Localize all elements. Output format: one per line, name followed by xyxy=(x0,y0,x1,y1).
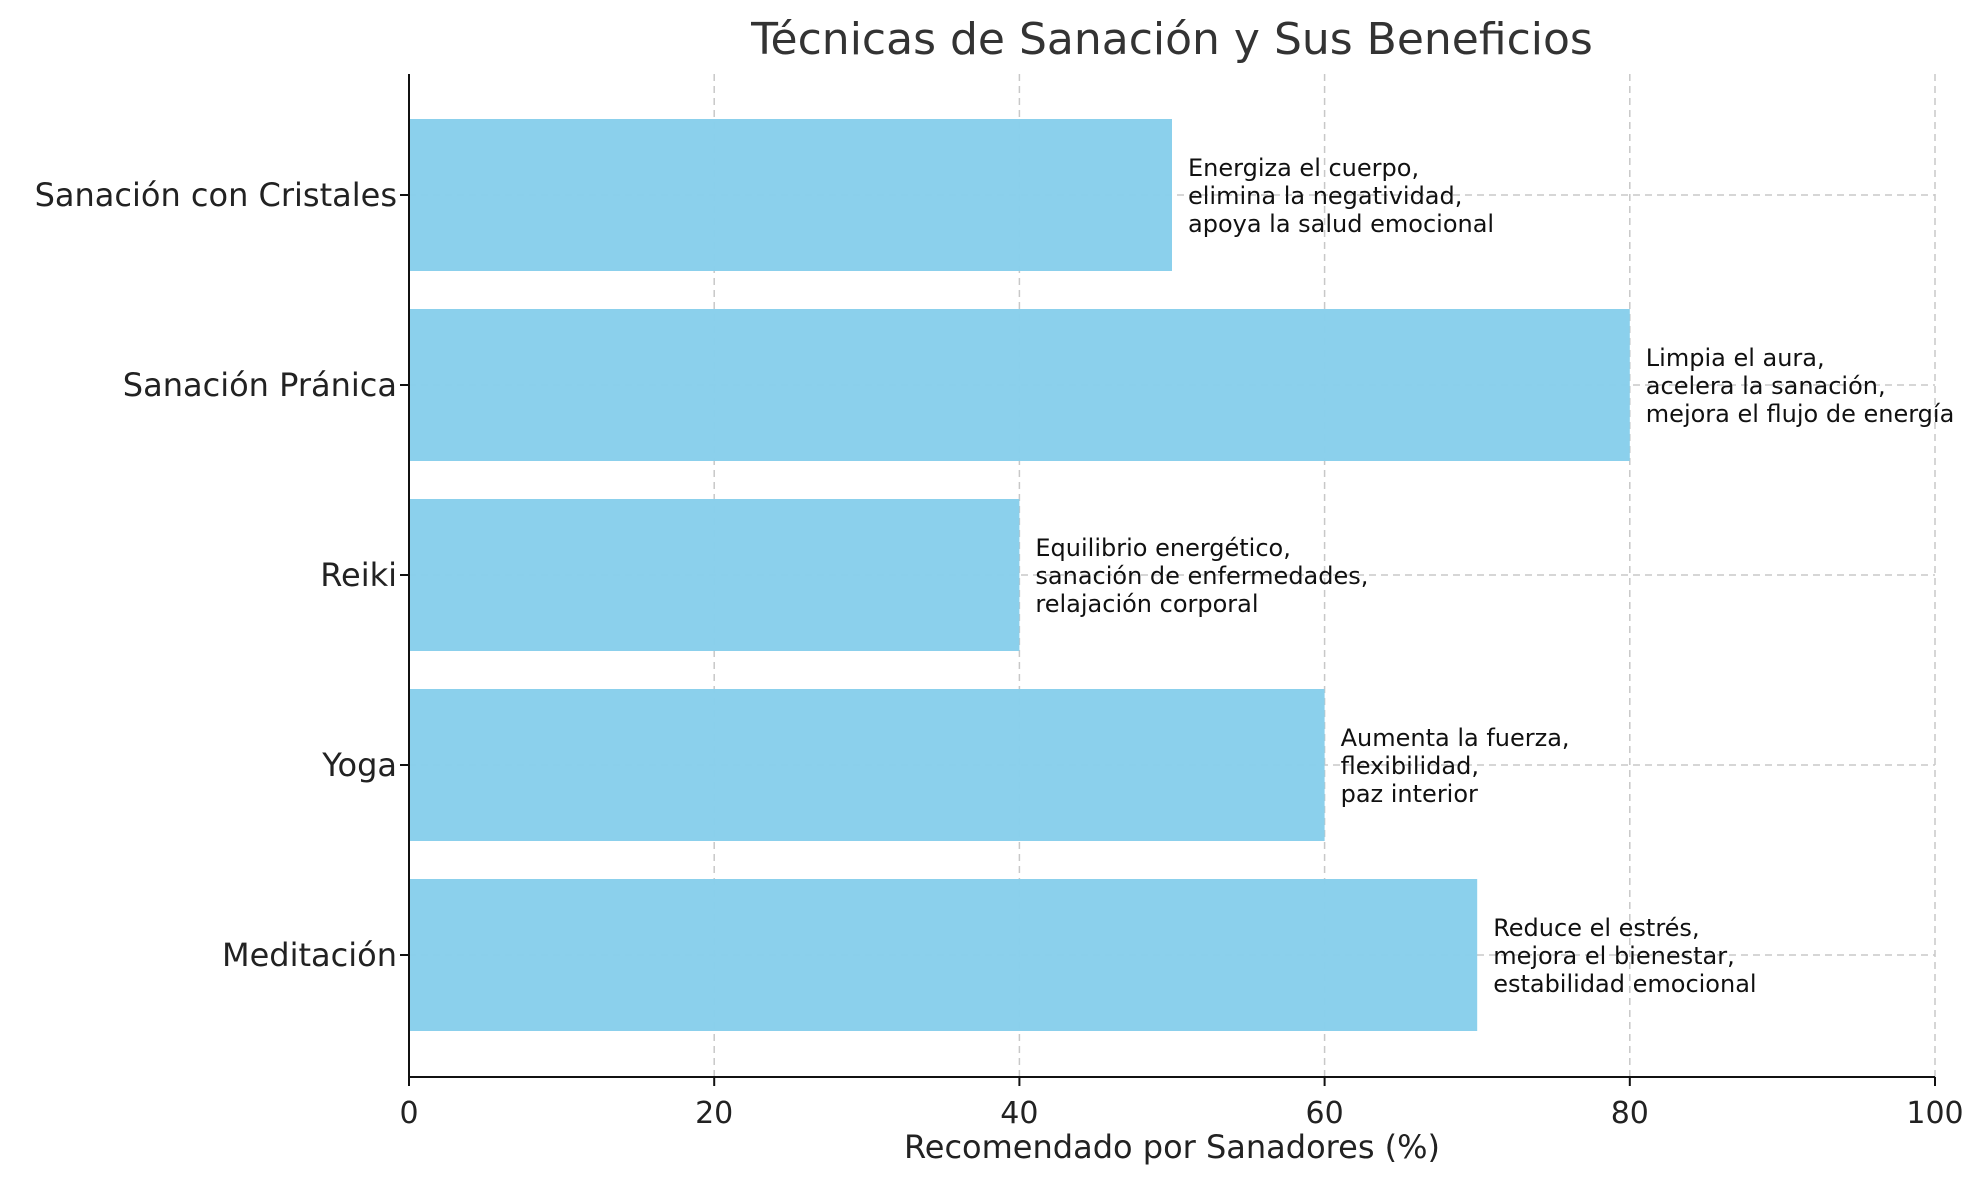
x-tick-label: 80 xyxy=(1611,1096,1649,1131)
axis-layer: 0 20 40 60 80 100 Meditación Yoga Reiki Sanación … xyxy=(35,74,1964,1131)
annotation-layer: Reduce el estrés, mejora el bienestar, est… xyxy=(1035,154,1954,998)
annotation-line: apoya la salud emocional xyxy=(1188,210,1494,238)
bar-annotation: Limpia el aura, acelera la sanación, mejor… xyxy=(1646,344,1955,428)
annotation-line: elimina la negatividad, xyxy=(1188,182,1462,210)
category-label: Sanación Pránica xyxy=(123,366,397,404)
bar-annotation: Aumenta la fuerza, flexibilidad, paz inter… xyxy=(1341,724,1570,808)
category-label: Yoga xyxy=(321,746,397,784)
annotation-line: mejora el bienestar, xyxy=(1493,942,1735,970)
category-label: Meditación xyxy=(222,936,397,974)
x-tick-label: 100 xyxy=(1906,1096,1963,1131)
bar-annotation: Energiza el cuerpo, elimina la negativida… xyxy=(1188,154,1494,238)
annotation-line: Reduce el estrés, xyxy=(1493,914,1699,942)
x-tick-label: 60 xyxy=(1306,1096,1344,1131)
x-axis-label: Recomendado por Sanadores (%) xyxy=(904,1128,1440,1166)
annotation-line: sanación de enfermedades, xyxy=(1035,562,1368,590)
annotation-line: estabilidad emocional xyxy=(1493,970,1756,998)
bar xyxy=(409,879,1478,1031)
chart-title: Técnicas de Sanación y Sus Beneficios xyxy=(750,14,1593,65)
annotation-line: flexibilidad, xyxy=(1341,752,1479,780)
annotation-line: Limpia el aura, xyxy=(1646,344,1825,372)
x-tick-label: 0 xyxy=(399,1096,418,1131)
category-label: Reiki xyxy=(320,556,397,594)
annotation-line: relajación corporal xyxy=(1035,590,1258,618)
bar xyxy=(409,689,1325,841)
x-tick-label: 40 xyxy=(1000,1096,1038,1131)
bar-layer xyxy=(409,119,1630,1031)
annotation-line: acelera la sanación, xyxy=(1646,372,1886,400)
bar-annotation: Equilibrio energético, sanación de enferm… xyxy=(1035,534,1368,618)
annotation-line: mejora el flujo de energía xyxy=(1646,400,1955,428)
annotation-line: Aumenta la fuerza, xyxy=(1341,724,1570,752)
annotation-line: Energiza el cuerpo, xyxy=(1188,154,1419,182)
annotation-line: paz interior xyxy=(1341,780,1478,808)
bar-annotation: Reduce el estrés, mejora el bienestar, est… xyxy=(1493,914,1756,998)
category-label: Sanación con Cristales xyxy=(35,176,397,214)
bar xyxy=(409,309,1630,461)
bar xyxy=(409,119,1172,271)
x-tick-label: 20 xyxy=(695,1096,733,1131)
annotation-line: Equilibrio energético, xyxy=(1035,534,1290,562)
bar xyxy=(409,499,1020,651)
